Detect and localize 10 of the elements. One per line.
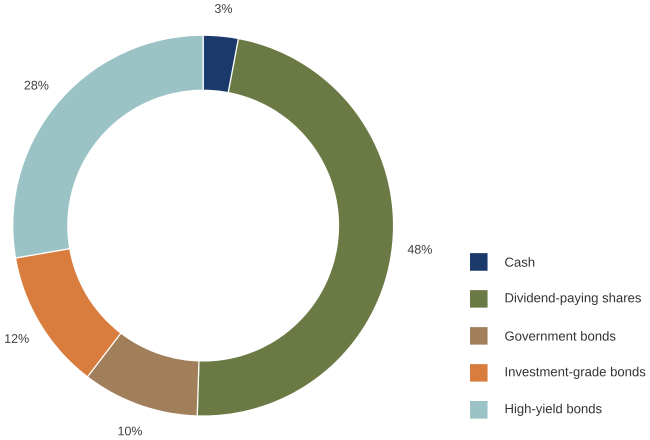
data-label: 12%: [5, 334, 29, 344]
data-label: 48%: [408, 245, 432, 254]
data-label: 28%: [24, 81, 48, 90]
legend-label: Investment-grade bonds: [506, 366, 646, 380]
data-label: 10%: [118, 426, 142, 436]
data-label: 3%: [214, 4, 232, 14]
legend-label: Dividend-paying shares: [506, 293, 641, 306]
legend-label: High-yield bonds: [506, 404, 602, 416]
legend-label: Government bonds: [505, 331, 616, 341]
legend-label: Cash: [505, 257, 534, 267]
